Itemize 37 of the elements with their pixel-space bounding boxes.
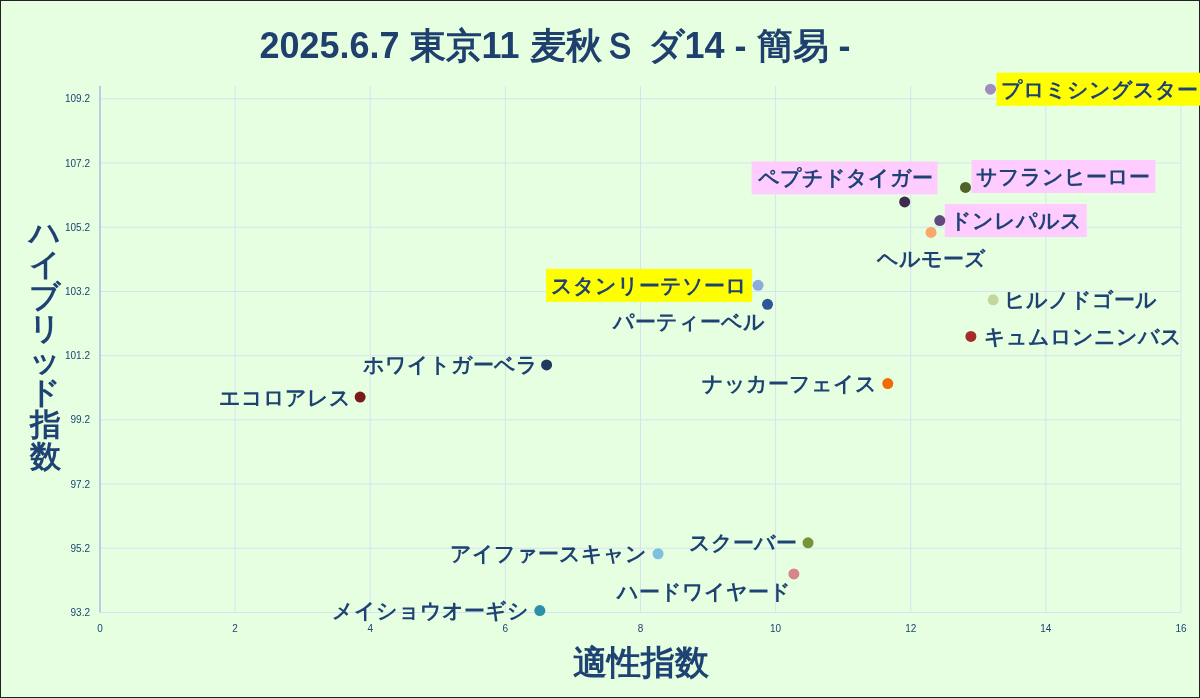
point-label: ハードワイヤード (616, 580, 791, 604)
point-label: サフランヒーロー (971, 159, 1156, 193)
ytick: 97.2 (70, 478, 90, 490)
xtick: 4 (367, 622, 374, 634)
point-label: パーティーベル (612, 309, 765, 333)
ytick: 109.2 (64, 93, 90, 105)
point-label: メイショウオーギシ (331, 599, 529, 623)
xtick: 16 (1175, 622, 1187, 634)
point-label: スタンリーテソーロ (546, 268, 753, 302)
xtick: 10 (770, 622, 782, 634)
point-label: ドンレパルス (944, 204, 1087, 237)
point-label: ペプチドタイガー (751, 161, 938, 195)
point-label: エコロアレス (219, 385, 352, 409)
ylabel: ハイブリッド指数 (29, 215, 61, 474)
xtick: 6 (502, 622, 509, 634)
point-label: プロミシングスター (996, 72, 1200, 106)
point-label: ナッカーフェイス (701, 372, 877, 396)
ytick: 105.2 (64, 221, 90, 233)
ytick: 99.2 (70, 414, 90, 426)
title: 2025.6.7 東京11 麦秋Ｓ ダ14 - 簡易 - (259, 25, 851, 66)
point-label: アイファースキャン (450, 542, 648, 566)
point-label: ヒルノドゴール (1004, 288, 1158, 312)
ytick: 93.2 (70, 607, 90, 618)
xtick: 8 (637, 622, 644, 634)
xlabel: 適性指数 (573, 643, 709, 681)
xtick: 12 (905, 622, 917, 634)
ytick: 101.2 (64, 350, 90, 362)
ytick: 95.2 (70, 542, 90, 554)
point-label: ホワイトガーベラ (362, 353, 538, 377)
ytick: 107.2 (64, 157, 90, 169)
point-label: スクーバー (689, 531, 798, 555)
xtick: 14 (1040, 622, 1052, 634)
xtick: 2 (232, 622, 238, 634)
point-label: ヘルモーズ (876, 246, 986, 270)
xtick: 0 (97, 622, 103, 634)
ytick: 103.2 (64, 285, 90, 297)
point-label: キュムロンニンバス (983, 324, 1182, 348)
